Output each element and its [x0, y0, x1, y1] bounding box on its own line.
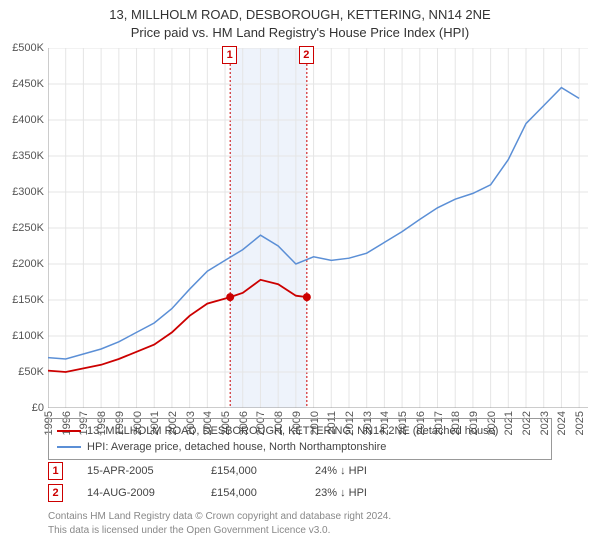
y-tick-label: £450K [0, 78, 44, 90]
legend-item: 13, MILLHOLM ROAD, DESBOROUGH, KETTERING… [57, 423, 543, 439]
chart-container: 1 2 [48, 48, 588, 408]
transaction-id-badge: 1 [48, 462, 63, 480]
source-line: This data is licensed under the Open Gov… [48, 524, 588, 538]
source-attribution: Contains HM Land Registry data © Crown c… [48, 510, 588, 537]
y-tick-label: £150K [0, 294, 44, 306]
y-tick-label: £50K [0, 366, 44, 378]
legend-label: HPI: Average price, detached house, Nort… [87, 441, 386, 453]
table-row: 2 14-AUG-2009 £154,000 23% ↓ HPI [48, 482, 588, 504]
line-chart [48, 48, 588, 408]
legend-swatch [57, 430, 81, 432]
legend-swatch [57, 446, 81, 448]
y-tick-label: £400K [0, 114, 44, 126]
transaction-marker-1: 1 [222, 46, 237, 64]
transaction-id-badge: 2 [48, 484, 63, 502]
chart-legend: 13, MILLHOLM ROAD, DESBOROUGH, KETTERING… [48, 418, 552, 460]
source-line: Contains HM Land Registry data © Crown c… [48, 510, 588, 524]
transaction-date: 14-AUG-2009 [87, 487, 187, 499]
title-line-1: 13, MILLHOLM ROAD, DESBOROUGH, KETTERING… [0, 6, 600, 24]
y-tick-label: £250K [0, 222, 44, 234]
transaction-date: 15-APR-2005 [87, 465, 187, 477]
legend-item: HPI: Average price, detached house, Nort… [57, 439, 543, 455]
transaction-delta: 24% ↓ HPI [315, 465, 405, 477]
legend-label: 13, MILLHOLM ROAD, DESBOROUGH, KETTERING… [87, 425, 498, 437]
y-tick-label: £0 [0, 402, 44, 414]
y-tick-label: £350K [0, 150, 44, 162]
transaction-delta: 23% ↓ HPI [315, 487, 405, 499]
transaction-price: £154,000 [211, 487, 291, 499]
x-tick-label: 2025 [574, 411, 586, 435]
transactions-table: 1 15-APR-2005 £154,000 24% ↓ HPI 2 14-AU… [48, 460, 588, 504]
y-tick-label: £300K [0, 186, 44, 198]
title-line-2: Price paid vs. HM Land Registry's House … [0, 24, 600, 42]
transaction-price: £154,000 [211, 465, 291, 477]
transaction-marker-2: 2 [299, 46, 314, 64]
y-tick-label: £200K [0, 258, 44, 270]
x-tick-label: 2024 [556, 411, 568, 435]
table-row: 1 15-APR-2005 £154,000 24% ↓ HPI [48, 460, 588, 482]
y-tick-label: £100K [0, 330, 44, 342]
y-tick-label: £500K [0, 42, 44, 54]
